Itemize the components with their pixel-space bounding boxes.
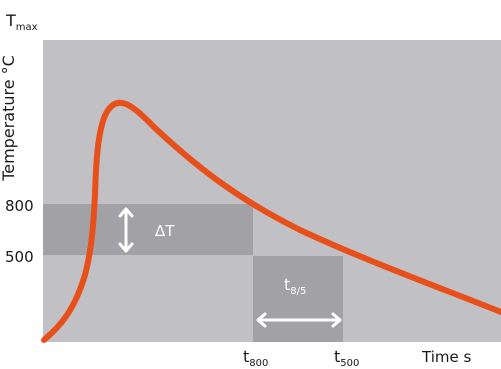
t85-arrow (256, 312, 342, 328)
t500-label: t500 (334, 347, 359, 369)
y-axis-title: Temperature °C (0, 55, 18, 182)
tmax-label: Tmax (5, 11, 38, 33)
delta-t-label: ΔT (155, 222, 175, 240)
x-axis-title: Time s (421, 348, 471, 366)
tmax-subscript: max (16, 22, 38, 33)
delta-t-band (43, 204, 253, 255)
temperature-curve (41, 99, 501, 343)
t85-box (253, 256, 343, 342)
y-tick-800: 800 (5, 197, 34, 215)
t85-subscript: 8/5 (290, 286, 306, 297)
t800-label: t800 (243, 347, 268, 369)
delta-t-arrow (118, 207, 134, 253)
t85-label: t8/5 (284, 275, 306, 297)
t800-subscript: 800 (249, 358, 268, 369)
y-tick-500: 500 (5, 248, 34, 266)
t500-subscript: 500 (340, 358, 359, 369)
